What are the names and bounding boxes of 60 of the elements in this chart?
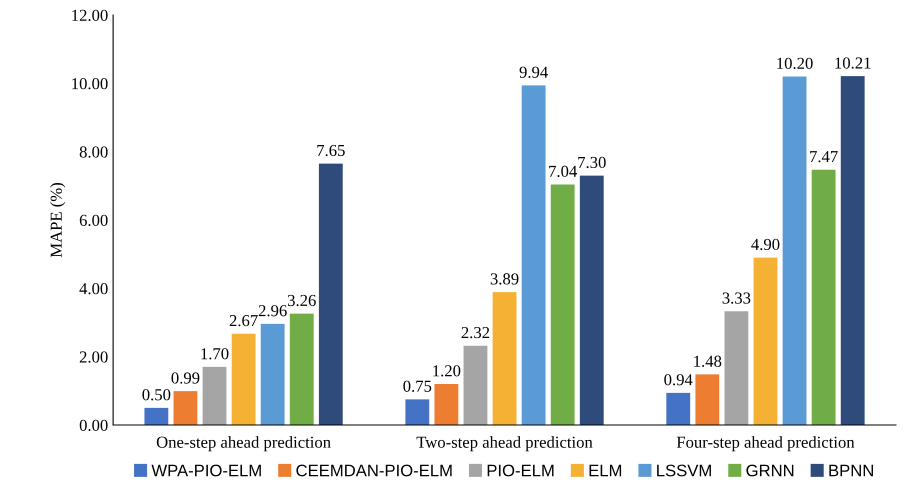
x-tick-label: Four-step ahead prediction (676, 436, 854, 452)
data-label: 2.67 (230, 315, 258, 326)
y-tick-label: 0.00 (80, 420, 108, 432)
data-label: 7.04 (549, 166, 578, 177)
x-tick-label: One-step ahead prediction (156, 436, 331, 452)
data-label: 3.33 (722, 292, 750, 304)
data-label: 7.65 (317, 144, 345, 156)
bar (174, 391, 198, 425)
data-label: 3.89 (490, 273, 518, 285)
data-label: 10.21 (835, 57, 870, 69)
data-label: 1.20 (433, 365, 460, 377)
data-label: 2.32 (462, 326, 490, 338)
bar (580, 176, 604, 425)
bar (550, 184, 575, 425)
bar (202, 366, 226, 425)
data-label: 4.90 (751, 238, 780, 250)
y-tick-label: 6.00 (80, 214, 108, 226)
bar (232, 334, 256, 425)
bar (754, 258, 778, 425)
bar (290, 314, 314, 425)
x-tick-label: Two-step ahead prediction (416, 436, 593, 452)
bar (260, 324, 285, 425)
data-label: 0.94 (664, 374, 693, 386)
data-label: 10.20 (777, 58, 813, 70)
legend-label: BPNN (829, 464, 873, 476)
bar (492, 292, 516, 425)
bar (695, 374, 720, 425)
bar (522, 85, 546, 425)
data-label: 0.75 (403, 380, 432, 392)
bar (464, 346, 488, 425)
data-label: 0.99 (171, 372, 200, 384)
y-tick-label: 12.00 (72, 10, 108, 22)
data-label: 7.30 (578, 156, 606, 168)
data-label: 0.50 (142, 389, 170, 400)
data-label: 3.26 (288, 294, 316, 306)
data-label: 9.94 (520, 66, 548, 78)
y-tick-label: 10.00 (72, 78, 108, 90)
bar (144, 408, 168, 425)
bar (812, 170, 836, 425)
legend-label: GRNN (746, 464, 794, 476)
y-tick-label: 8.00 (80, 146, 108, 158)
data-label: 7.47 (810, 151, 838, 162)
legend-label: LSSVM (657, 464, 711, 476)
y-tick-label: 4.00 (79, 283, 108, 294)
data-label: 1.48 (694, 356, 722, 367)
data-label: 1.70 (201, 348, 228, 360)
bar (434, 384, 458, 425)
bar (840, 76, 865, 425)
bar (318, 164, 343, 425)
bar (782, 76, 806, 425)
bar (666, 392, 690, 425)
legend-label: PIO-ELM (488, 464, 554, 476)
bar (724, 311, 748, 425)
y-axis-title: MAPE (%) (50, 183, 66, 258)
legend-label: CEEMDAN-PIO-ELM (296, 464, 452, 476)
y-tick-label: 2.00 (80, 351, 108, 363)
legend-label: WPA-PIO-ELM (151, 464, 261, 476)
bar (405, 399, 430, 425)
legend-label: ELM (590, 464, 622, 476)
data-label: 2.96 (258, 305, 287, 316)
